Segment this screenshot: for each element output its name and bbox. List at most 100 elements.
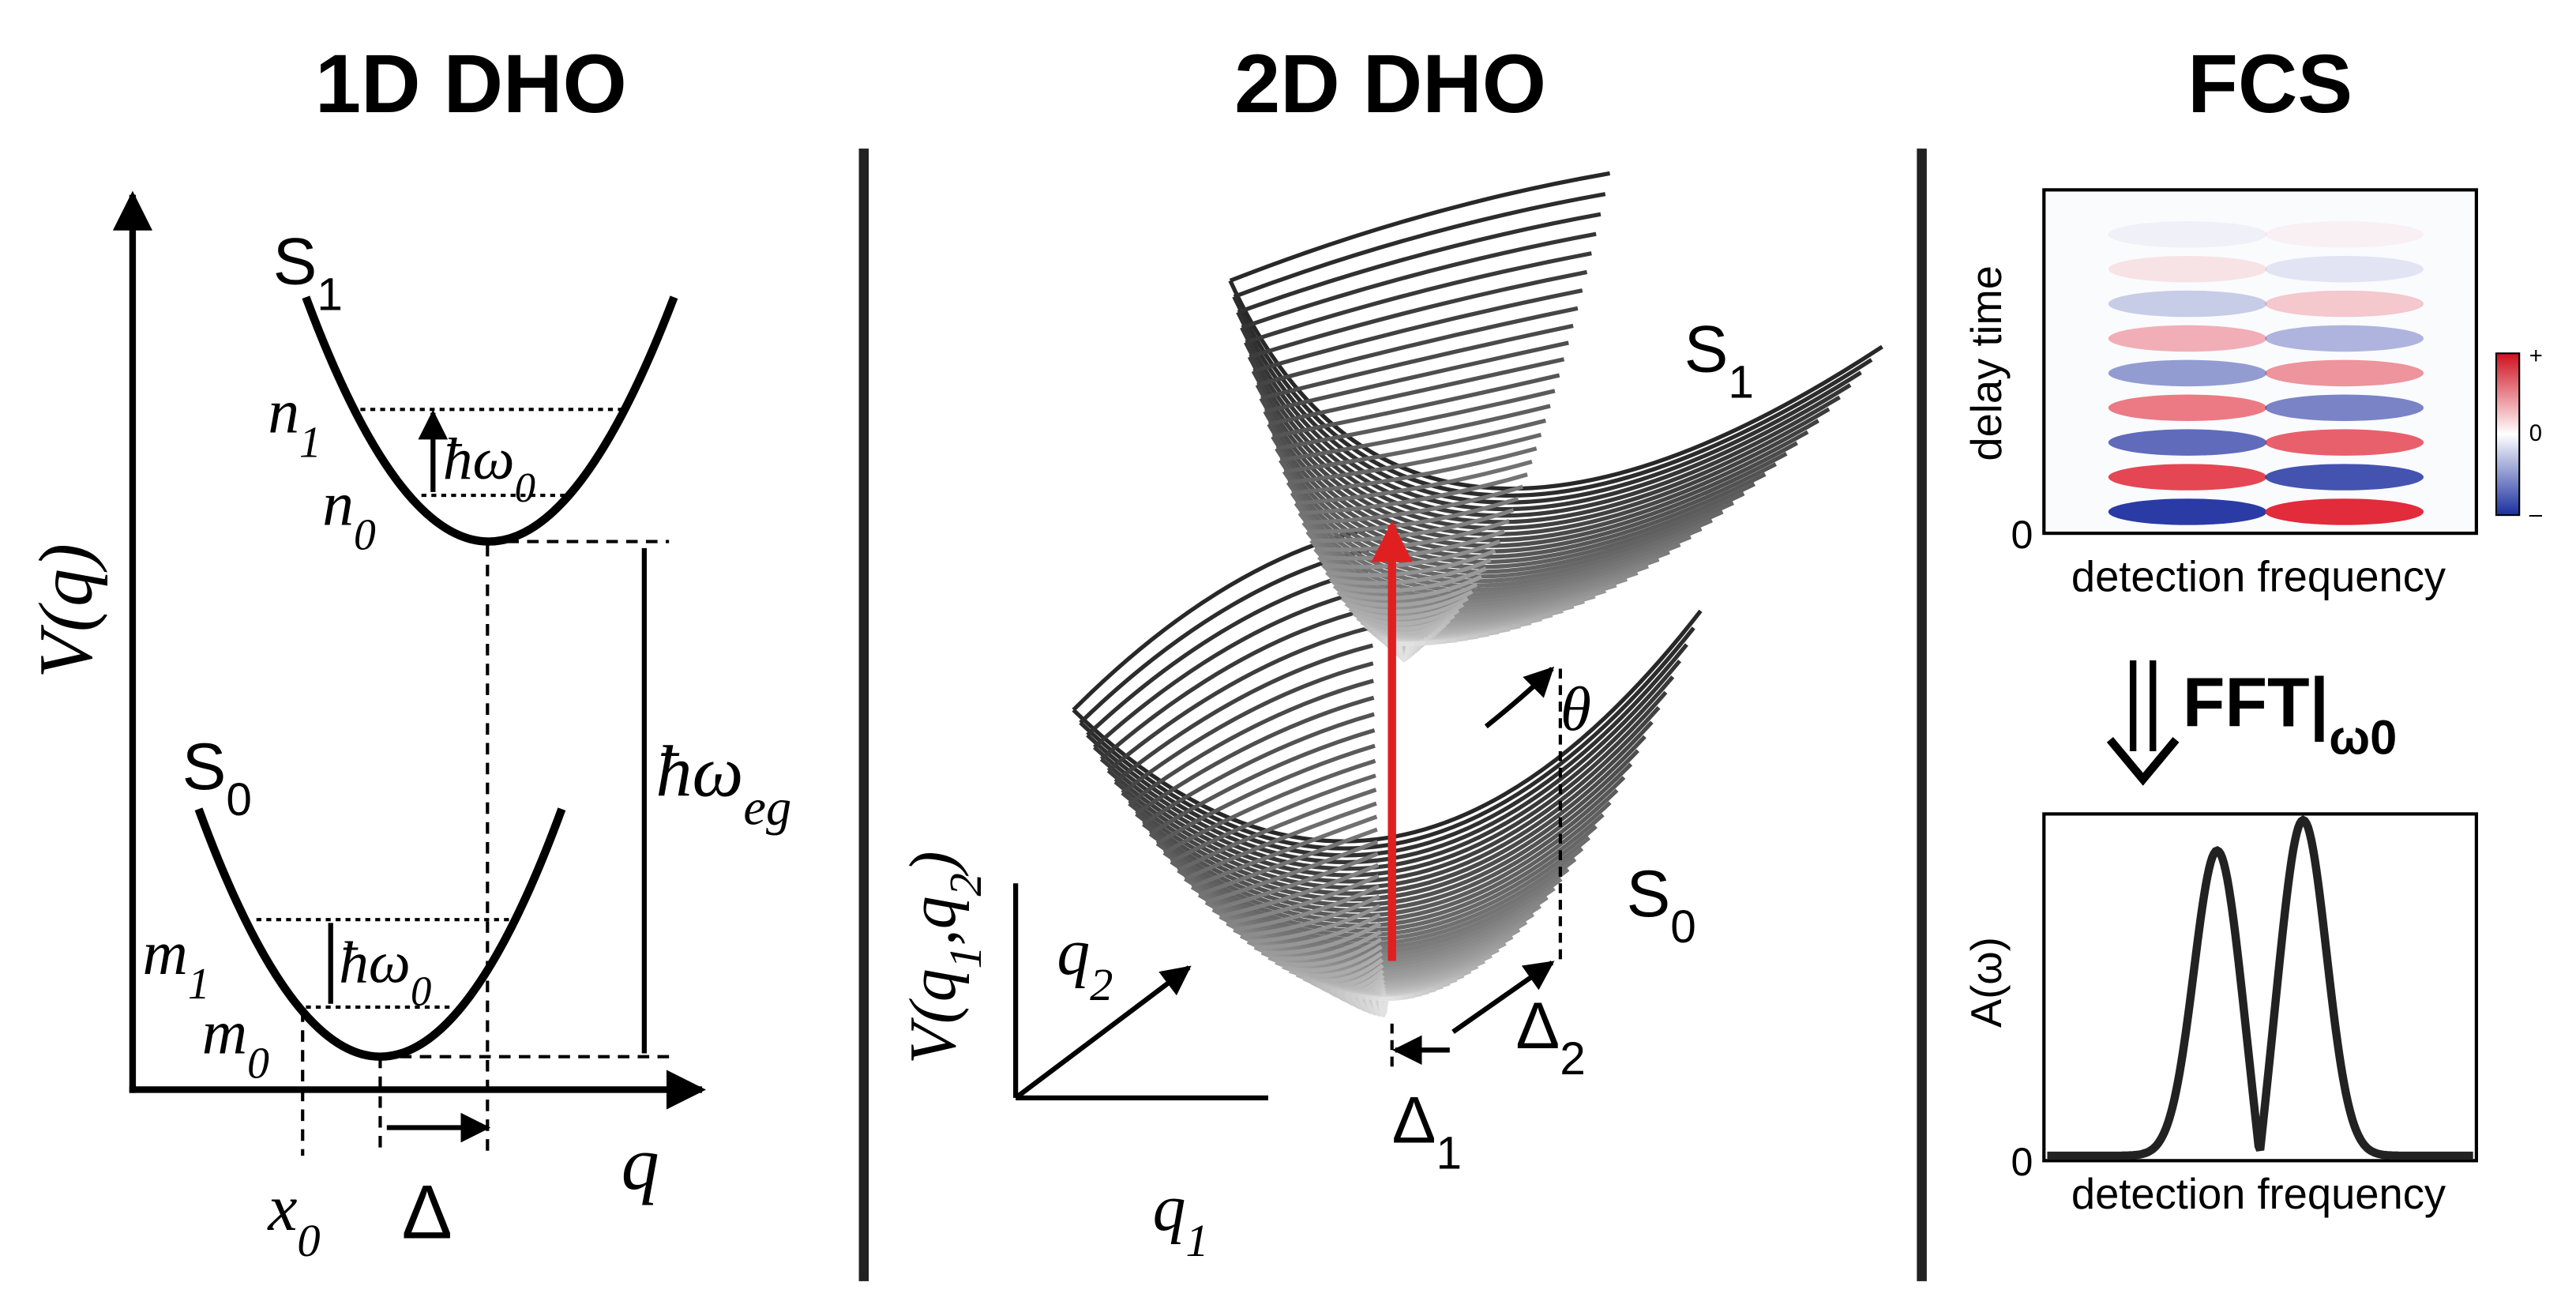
contour [1170,773,1605,928]
label: 0 [2011,513,2033,557]
contour [1093,587,1682,865]
contour [1135,695,1639,901]
panel-1d [112,190,707,1156]
subscript: 0 [226,774,252,825]
subscript: 0 [247,1039,269,1088]
blob [2108,359,2267,387]
contour [1244,251,1841,518]
text-part: Δ [1515,988,1560,1062]
blob [2108,290,2267,318]
label: A(ω) [1962,937,2011,1028]
blob [2265,290,2424,318]
text-part: S [182,729,227,803]
label: detection frequency [2071,552,2446,600]
text-part: Δ [1392,1082,1436,1156]
contour [1279,404,1745,570]
text-part: 0 [2011,1140,2033,1184]
label: S0 [1626,856,1695,953]
subscript: 1 [1185,1215,1208,1266]
text-part: q [621,1121,659,1205]
text-part: A(ω) [1962,937,2011,1028]
label: x0 [266,1172,320,1265]
subscript: 1 [299,419,321,468]
label: ħωeg [655,731,791,835]
label: q2 [1057,916,1113,1010]
title: 2D DHO [1234,38,1546,130]
contour [1267,357,1777,554]
subscript: 2 [1560,1033,1586,1085]
label: θ [1560,675,1591,744]
text-part: ħω [339,931,411,996]
blob [2265,498,2424,525]
text-part: m [142,919,187,988]
text-part: S [273,224,317,298]
blob [2265,359,2424,387]
text-part: Δ [402,1171,452,1255]
label: Δ1 [1392,1082,1462,1179]
map-frame [2042,188,2478,536]
text-part: ,q [897,896,970,946]
title: FCS [2187,38,2353,130]
label: S1 [273,224,343,320]
label: V(q) [24,543,108,679]
blob [2265,394,2424,421]
text-part: detection frequency [2071,1170,2446,1218]
blob [2265,429,2424,456]
spectrum-frame [2042,812,2478,1163]
text-part: FFT| [2183,664,2329,743]
blob [2108,464,2267,491]
divider [858,149,869,1281]
blob [2108,325,2267,352]
blob [2108,394,2267,421]
blob [2108,429,2267,456]
text-part: θ [1560,675,1591,744]
text-part: 0 [2529,421,2542,446]
subscript: 2 [939,873,990,896]
contour [1128,679,1647,896]
contour [1162,758,1612,923]
text-part: ħω [443,427,515,492]
subscript: ω0 [2329,710,2397,765]
subscript: 0 [515,465,535,511]
label: S1 [1684,311,1754,408]
text-part: – [2529,502,2543,527]
blob [2108,498,2267,525]
label: delay time [1962,265,2011,461]
divider [1917,149,1927,1281]
label: n0 [322,470,376,560]
axes-3d [1012,883,1268,1101]
label: 0 [2529,421,2542,446]
subscript: 1 [1728,356,1754,408]
subscript: 0 [354,511,376,560]
label: V(q1,q2) [897,851,991,1064]
text-part: n [322,470,354,540]
text-part: detection frequency [2071,552,2446,600]
contour [1301,484,1681,596]
subscript: 1 [939,946,990,968]
contour [1099,606,1675,871]
blob [2108,255,2267,283]
contour [1377,996,1395,1017]
label: n1 [268,378,321,468]
blob [2265,464,2424,491]
text-part: S [1626,856,1670,931]
subscript: 1 [188,960,210,1009]
text-part: + [2529,344,2543,369]
text-part: q [1153,1172,1186,1245]
text-part: delay time [1962,265,2011,461]
contour [1286,432,1724,579]
double-arrow [2129,660,2157,751]
subscript: 0 [411,969,431,1015]
subscript: 1 [317,269,343,320]
label: detection frequency [2071,1170,2446,1218]
text-part: q [1057,916,1090,989]
label: 0 [2011,1140,2033,1184]
blob [2265,221,2424,248]
title: 1D DHO [315,38,627,130]
text-part: ħω [655,731,743,811]
heatmap [2044,190,2476,534]
guides [301,540,670,1156]
text-part: n [268,378,299,447]
label: m0 [202,998,269,1088]
